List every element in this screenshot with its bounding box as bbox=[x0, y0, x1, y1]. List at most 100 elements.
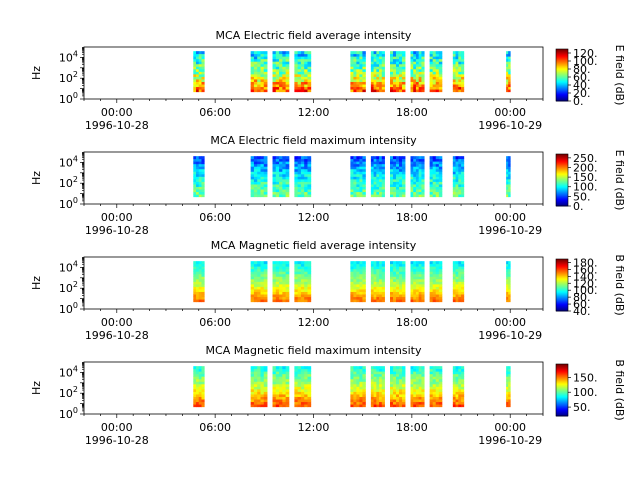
colorbar-segment bbox=[556, 68, 568, 71]
heatmap-cell bbox=[253, 399, 258, 403]
heatmap-cell bbox=[294, 296, 299, 300]
heatmap-cell bbox=[421, 191, 425, 195]
heatmap-cell bbox=[196, 399, 200, 403]
heatmap-cell bbox=[399, 181, 403, 185]
heatmap-cell bbox=[508, 63, 511, 67]
heatmap-cell bbox=[362, 278, 366, 282]
heatmap-cell bbox=[370, 56, 375, 60]
heatmap-cell bbox=[393, 163, 397, 167]
heatmap-cell bbox=[198, 71, 202, 75]
heatmap-cell bbox=[415, 166, 420, 170]
heatmap-cell bbox=[506, 84, 509, 88]
heatmap-cell bbox=[362, 368, 366, 372]
heatmap-cell bbox=[253, 294, 258, 298]
heatmap-cell bbox=[279, 173, 283, 177]
heatmap-cell bbox=[435, 166, 440, 170]
heatmap-cell bbox=[257, 401, 261, 405]
heatmap-cell bbox=[458, 56, 462, 60]
heatmap-cell bbox=[353, 366, 357, 370]
colorbar-segment bbox=[556, 273, 568, 276]
heatmap-cell bbox=[390, 171, 394, 175]
heatmap-cell bbox=[304, 163, 308, 167]
heatmap-cell bbox=[193, 171, 197, 175]
heatmap-cell bbox=[435, 276, 440, 280]
heatmap-cell bbox=[435, 178, 440, 182]
heatmap-cell bbox=[198, 171, 202, 175]
heatmap-cell bbox=[304, 81, 308, 85]
heatmap-cell bbox=[432, 58, 437, 62]
heatmap-cell bbox=[415, 184, 420, 187]
colorbar-segment bbox=[556, 160, 568, 163]
heatmap-cell bbox=[452, 186, 456, 190]
heatmap-cell bbox=[435, 263, 440, 267]
heatmap-cell bbox=[379, 296, 383, 300]
heatmap-cell bbox=[410, 396, 414, 400]
heatmap-cell bbox=[413, 181, 417, 185]
colorbar-segment bbox=[556, 279, 568, 282]
heatmap-cell bbox=[399, 378, 403, 382]
heatmap-cell bbox=[279, 289, 283, 292]
colorbar-segment bbox=[556, 284, 568, 286]
heatmap-cell bbox=[432, 278, 437, 282]
heatmap-cell bbox=[279, 61, 283, 65]
heatmap-cell bbox=[193, 81, 197, 85]
colorbar-segment bbox=[556, 267, 568, 270]
heatmap-cell bbox=[390, 268, 394, 272]
heatmap-cell bbox=[250, 156, 255, 160]
heatmap-cell bbox=[435, 291, 440, 295]
heatmap-cell bbox=[201, 294, 205, 298]
heatmap-cell bbox=[193, 281, 197, 285]
heatmap-cell bbox=[356, 63, 360, 67]
heatmap-cell bbox=[356, 79, 360, 82]
heatmap-cell bbox=[272, 66, 277, 70]
heatmap-cell bbox=[393, 383, 397, 387]
heatmap-cell bbox=[353, 53, 357, 57]
heatmap-cell bbox=[432, 391, 437, 395]
heatmap-cell bbox=[506, 158, 509, 162]
heatmap-cell bbox=[307, 184, 312, 187]
heatmap-cell bbox=[399, 391, 403, 395]
heatmap-cell bbox=[282, 373, 287, 377]
heatmap-cell bbox=[250, 194, 255, 198]
colorbar-segment bbox=[556, 156, 568, 158]
heatmap-cell bbox=[376, 261, 380, 265]
heatmap-cell bbox=[379, 89, 383, 93]
heatmap-cell bbox=[438, 186, 443, 190]
heatmap-cell bbox=[294, 366, 299, 370]
colorbar-tick-label: 40. bbox=[573, 79, 591, 92]
heatmap-cell bbox=[356, 263, 360, 267]
heatmap-cell bbox=[376, 366, 380, 370]
heatmap-cell bbox=[350, 388, 354, 392]
heatmap-cell bbox=[415, 58, 420, 62]
heatmap-cell bbox=[300, 263, 305, 267]
y-tick-label: 100 bbox=[59, 91, 78, 106]
heatmap-cell bbox=[402, 289, 406, 292]
heatmap-cell bbox=[508, 394, 511, 397]
heatmap-cell bbox=[201, 89, 205, 93]
heatmap-cell bbox=[285, 281, 290, 285]
heatmap-cell bbox=[196, 401, 200, 405]
heatmap-cell bbox=[508, 261, 511, 265]
heatmap-cell bbox=[253, 173, 258, 177]
heatmap-cell bbox=[272, 178, 277, 182]
heatmap-cell bbox=[399, 399, 403, 403]
heatmap-cell bbox=[402, 71, 406, 75]
heatmap-cell bbox=[461, 383, 465, 387]
heatmap-cell bbox=[415, 61, 420, 65]
heatmap-cell bbox=[272, 58, 277, 62]
heatmap-cell bbox=[198, 283, 202, 287]
heatmap-cell bbox=[455, 376, 459, 380]
x-tick-label: 00:00 bbox=[494, 211, 526, 224]
heatmap-cell bbox=[506, 156, 509, 160]
heatmap-cell bbox=[438, 261, 443, 265]
heatmap-cell bbox=[376, 286, 380, 290]
heatmap-cell bbox=[376, 368, 380, 372]
heatmap-cell bbox=[272, 376, 277, 380]
heatmap-cell bbox=[263, 373, 268, 377]
heatmap-cell bbox=[362, 276, 366, 280]
heatmap-cell bbox=[359, 266, 363, 270]
heatmap-cell bbox=[253, 191, 258, 195]
